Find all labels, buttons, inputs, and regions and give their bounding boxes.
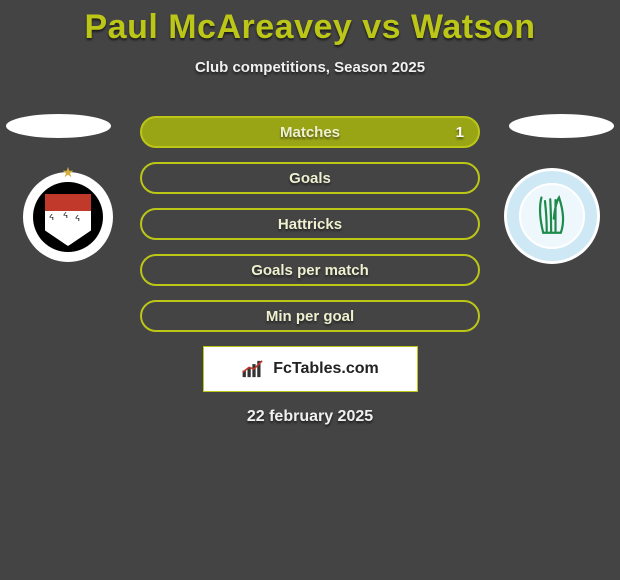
snapshot-date: 22 february 2025 <box>0 408 620 426</box>
harp-icon <box>534 194 570 238</box>
team-left-badge: ★ ᔦ ᔦ ᔦ <box>18 172 118 264</box>
bars-icon <box>241 359 267 379</box>
stat-label: Goals <box>289 170 331 187</box>
comparison-area: ★ ᔦ ᔦ ᔦ Matches 1 <box>0 116 620 426</box>
stat-bar-matches: Matches 1 <box>140 116 480 148</box>
stat-label: Min per goal <box>266 308 354 325</box>
stat-bar-hattricks: Hattricks <box>140 208 480 240</box>
stat-label: Hattricks <box>278 216 342 233</box>
team-left-marker <box>6 114 111 138</box>
page-subtitle: Club competitions, Season 2025 <box>0 59 620 76</box>
team-right-badge <box>502 168 602 268</box>
page-title: Paul McAreavey vs Watson <box>0 0 620 47</box>
star-icon: ★ <box>62 164 75 181</box>
stats-bars: Matches 1 Goals Hattricks Goals per matc… <box>140 116 480 332</box>
stat-value-right: 1 <box>456 124 464 141</box>
stat-bar-gpm: Goals per match <box>140 254 480 286</box>
brand-watermark: FcTables.com <box>203 346 418 392</box>
stat-bar-mpg: Min per goal <box>140 300 480 332</box>
stat-label: Matches <box>280 124 340 141</box>
stat-label: Goals per match <box>251 262 369 279</box>
brand-name: FcTables.com <box>273 360 379 378</box>
stat-bar-goals: Goals <box>140 162 480 194</box>
team-right-marker <box>509 114 614 138</box>
